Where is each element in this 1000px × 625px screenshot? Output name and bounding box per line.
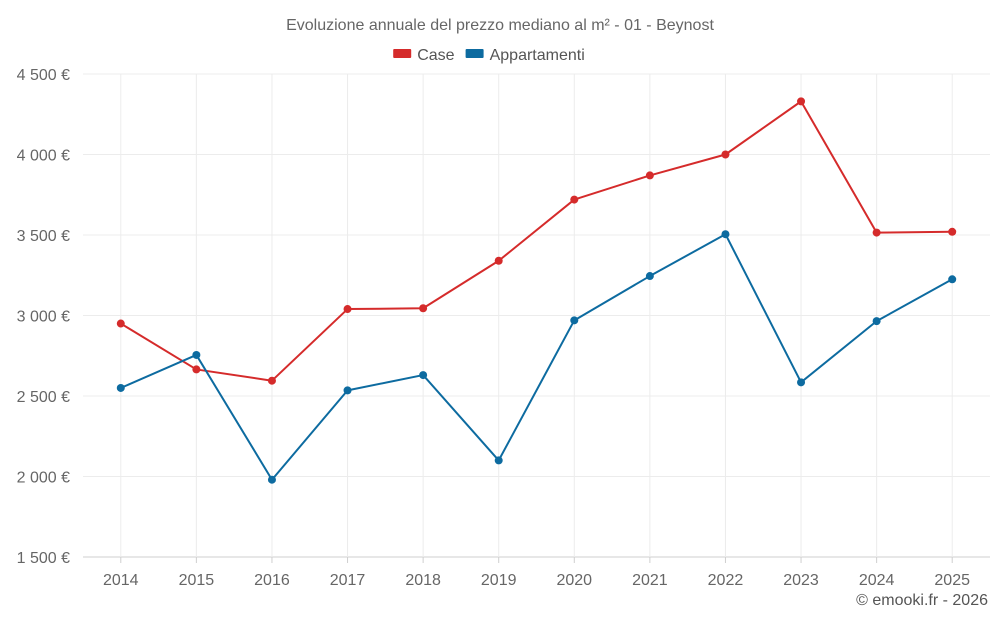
x-tick-label: 2017 <box>330 572 366 589</box>
data-point-case <box>721 150 730 159</box>
y-tick-label: 1 500 € <box>17 550 70 567</box>
data-point-case <box>192 365 201 374</box>
x-tick-label: 2018 <box>405 572 441 589</box>
grid <box>83 73 990 563</box>
series-layer <box>116 97 957 484</box>
data-point-appartamenti <box>267 475 276 484</box>
data-point-case <box>267 376 276 385</box>
x-tick-label: 2019 <box>481 572 517 589</box>
y-axis: 1 500 € 2 000 € 2 500 € 3 000 € 3 500 € 4 000… <box>17 67 70 567</box>
data-point-appartamenti <box>419 371 428 380</box>
data-point-appartamenti <box>494 456 503 465</box>
x-tick-label: 2014 <box>103 572 139 589</box>
credit-text: © emooki.fr - 2026 <box>856 592 988 609</box>
data-point-case <box>645 171 654 180</box>
legend-swatch-case[interactable] <box>393 49 412 58</box>
x-tick-label: 2025 <box>934 572 970 589</box>
data-point-appartamenti <box>872 317 881 326</box>
chart-title: Evoluzione annuale del prezzo mediano al… <box>286 17 714 34</box>
x-tick-label: 2021 <box>632 572 668 589</box>
data-point-case <box>872 228 881 237</box>
data-point-appartamenti <box>116 383 125 392</box>
data-point-case <box>419 304 428 313</box>
x-tick-label: 2020 <box>556 572 592 589</box>
y-tick-label: 2 500 € <box>17 389 70 406</box>
data-point-case <box>343 305 352 314</box>
x-tick-label: 2016 <box>254 572 290 589</box>
x-tick-label: 2024 <box>859 572 895 589</box>
x-axis: 2014 2015 2016 2017 2018 2019 2020 2021 2022 2023… <box>103 572 970 589</box>
data-point-appartamenti <box>721 230 730 239</box>
data-point-case <box>116 319 125 328</box>
x-tick-label: 2023 <box>783 572 819 589</box>
y-tick-label: 3 000 € <box>17 309 70 326</box>
legend-label-case[interactable]: Case <box>417 47 454 64</box>
data-point-appartamenti <box>645 272 654 281</box>
legend-label-appartamenti[interactable]: Appartamenti <box>490 47 585 64</box>
data-point-case <box>797 97 806 106</box>
series-line-appartamenti <box>120 233 953 481</box>
data-point-case <box>948 227 957 236</box>
data-point-appartamenti <box>797 378 806 387</box>
data-point-appartamenti <box>570 316 579 325</box>
data-point-appartamenti <box>948 275 957 284</box>
data-point-case <box>570 195 579 204</box>
legend-swatch-appartamenti[interactable] <box>465 49 484 58</box>
series-line-case <box>120 100 953 382</box>
data-point-appartamenti <box>192 350 201 359</box>
x-tick-label: 2022 <box>708 572 744 589</box>
x-tick-label: 2015 <box>179 572 215 589</box>
y-tick-label: 3 500 € <box>17 228 70 245</box>
y-tick-label: 4 500 € <box>17 67 70 84</box>
y-tick-label: 4 000 € <box>17 148 70 165</box>
data-point-case <box>494 256 503 265</box>
y-tick-label: 2 000 € <box>17 470 70 487</box>
data-point-appartamenti <box>343 386 352 395</box>
legend: Case Appartamenti <box>393 47 585 64</box>
